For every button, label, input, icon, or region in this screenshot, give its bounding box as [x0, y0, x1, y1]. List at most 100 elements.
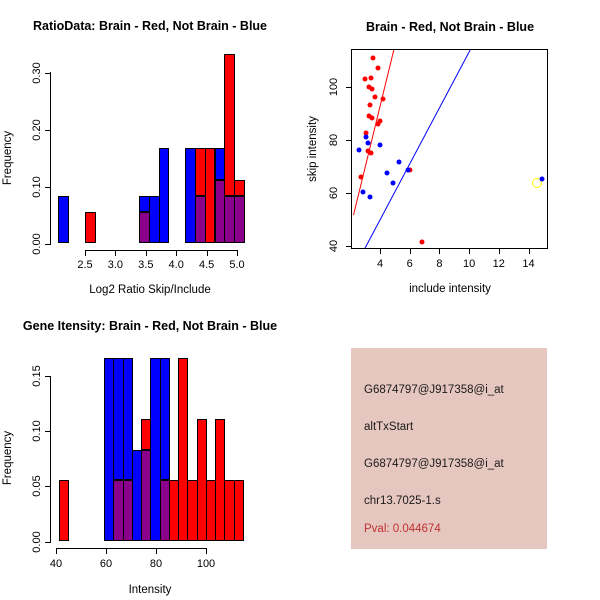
x-axis-tick: [409, 249, 411, 254]
ratio-histogram-xlabel: Log2 Ratio Skip/Include: [89, 284, 211, 296]
y-tick-label: 0.20: [31, 118, 43, 141]
histogram-bar-segment: [158, 148, 170, 244]
brain-point: [419, 239, 425, 245]
x-tick-label: 10: [462, 258, 476, 270]
x-tick-label: 4.5: [198, 259, 215, 271]
brain-point: [380, 96, 386, 102]
panel-gene-histogram: Gene Itensity: Brain - Red, Not Brain - …: [0, 300, 300, 600]
x-tick-label: 4.0: [168, 259, 184, 271]
x-axis-line: [85, 250, 238, 251]
y-axis-line: [50, 72, 51, 245]
brain-point: [377, 118, 383, 124]
x-axis-tick: [85, 250, 86, 256]
y-axis-tick: [45, 431, 50, 433]
x-tick-label: 3.0: [107, 259, 124, 271]
y-tick-label: 100: [328, 78, 340, 97]
y-tick-label: 0.05: [31, 475, 43, 498]
y-tick-label: 0.10: [31, 175, 43, 198]
scatter-xlabel: include intensity: [409, 283, 491, 295]
scatter-ylabel: skip intensity: [307, 116, 319, 182]
not-brain-point: [396, 159, 402, 165]
x-tick-label: 8: [436, 258, 443, 270]
brain-point: [370, 55, 376, 61]
x-axis-tick: [380, 249, 381, 254]
pvalue-text: Pval: 0.044674: [364, 523, 441, 535]
brain-point: [372, 94, 378, 100]
event-type-text: altTxStart: [364, 421, 414, 433]
y-axis-tick: [45, 376, 50, 378]
y-tick-label: 0.00: [31, 530, 43, 553]
x-axis-tick: [469, 249, 471, 254]
histogram-bar-segment: [233, 480, 244, 542]
x-tick-label: 6: [406, 258, 413, 270]
brain-point: [362, 76, 368, 82]
not-brain-point: [377, 142, 383, 148]
brain-point: [369, 115, 375, 121]
histogram-bar-segment: [58, 196, 69, 244]
histogram-bar-segment: [224, 53, 235, 197]
scatter-plot-box: [351, 49, 548, 249]
x-axis-tick: [206, 548, 207, 554]
x-axis-tick: [156, 548, 157, 554]
not-brain-point: [384, 170, 390, 176]
y-tick-label: 0.30: [31, 61, 43, 84]
y-axis-tick: [346, 140, 351, 142]
probe-id-text: G6874797@J917358@i_at: [364, 384, 504, 396]
gene-info-background: [351, 348, 547, 549]
x-tick-label: 5.0: [229, 259, 245, 271]
x-axis-tick: [56, 548, 57, 554]
histogram-bar-segment: [178, 357, 189, 542]
histogram-bar-segment: [122, 357, 133, 481]
x-tick-label: 40: [49, 558, 63, 570]
y-axis-tick: [45, 129, 50, 131]
y-tick-label: 40: [328, 239, 340, 252]
x-tick-label: 3.5: [138, 259, 154, 271]
x-axis-tick: [528, 249, 530, 254]
histogram-bar-segment: [233, 196, 245, 244]
x-axis-tick: [237, 250, 238, 256]
y-tick-label: 80: [328, 133, 340, 147]
probe-id-text-2: G6874797@J917358@i_at: [364, 458, 504, 470]
not-brain-point: [539, 176, 545, 182]
y-axis-tick: [45, 72, 50, 74]
not-brain-point: [356, 147, 362, 153]
brain-point: [368, 150, 374, 156]
y-axis-tick: [45, 486, 50, 488]
brain-point: [365, 148, 371, 154]
x-axis-tick: [498, 249, 500, 254]
x-tick-label: 60: [99, 558, 113, 570]
x-axis-tick: [439, 249, 441, 254]
x-tick-label: 100: [196, 558, 216, 570]
histogram-bar-segment: [159, 357, 170, 481]
x-axis-tick: [145, 250, 147, 256]
gene-histogram-ylabel: Frequency: [2, 430, 14, 486]
gene-histogram-title: Gene Itensity: Brain - Red, Not Brain - …: [22, 319, 278, 333]
brain-point: [363, 130, 369, 136]
y-tick-label: 0.00: [31, 232, 43, 255]
chromosome-location-text: chr13.7025-1.s: [364, 495, 441, 507]
brain-point: [368, 75, 374, 81]
histogram-bar-segment: [58, 480, 69, 542]
not-brain-fit-line: [364, 50, 472, 248]
y-axis-tick: [346, 87, 351, 89]
y-axis-tick: [45, 541, 50, 543]
x-axis-tick: [115, 250, 117, 256]
gene-histogram-xlabel: Intensity: [128, 584, 172, 596]
not-brain-point: [390, 180, 396, 186]
not-brain-point: [360, 189, 366, 195]
y-axis-tick: [45, 186, 50, 188]
x-tick-label: 2.5: [77, 259, 93, 271]
not-brain-point: [405, 167, 411, 173]
brain-point: [369, 86, 375, 92]
x-axis-line: [56, 548, 207, 549]
brain-point: [375, 65, 381, 71]
panel-intensity-scatter: Brain - Red, Not Brain - Blue skip inten…: [300, 0, 600, 300]
y-tick-label: 60: [328, 186, 340, 200]
y-axis-tick: [45, 243, 50, 245]
brain-point: [358, 174, 364, 180]
x-tick-label: 80: [149, 558, 163, 570]
histogram-bar-segment: [233, 180, 245, 197]
x-tick-label: 14: [522, 258, 535, 270]
y-axis-tick: [346, 192, 351, 194]
